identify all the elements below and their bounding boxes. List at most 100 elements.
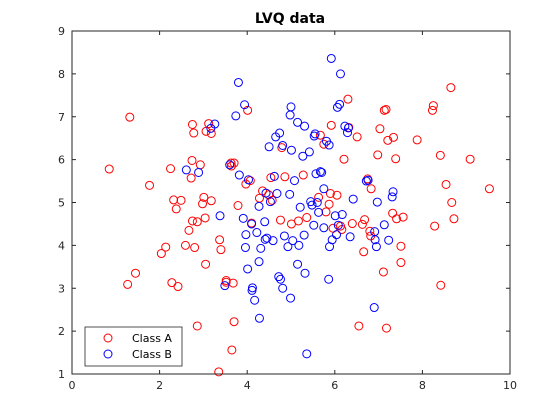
data-point-class-a [187,119,197,129]
y-tick-label: 7 [58,111,65,124]
data-point-class-a [392,214,402,224]
data-point-class-a [206,196,216,206]
data-point-class-b [314,207,324,217]
data-point-class-b [254,201,264,211]
data-point-class-b [369,303,379,313]
data-point-class-b [210,119,220,129]
data-point-class-b [298,151,308,161]
data-point-class-b [319,184,329,194]
data-point-class-b [324,274,334,284]
data-point-class-b [278,140,288,150]
data-point-class-b [310,129,320,139]
data-point-class-a [357,219,367,229]
legend-marker-class-b [103,349,113,359]
data-point-class-a [190,243,200,253]
data-point-class-b [247,219,257,229]
data-point-class-b [256,243,266,253]
legend-marker-class-a [103,333,113,343]
data-point-class-b [306,197,316,207]
data-point-class-a [226,158,236,168]
data-point-class-a [484,184,494,194]
data-point-class-a [398,212,408,222]
data-point-class-b [388,187,398,197]
data-point-class-b [335,99,345,109]
data-point-class-b [371,242,381,252]
data-point-class-a [365,226,375,236]
data-point-class-b [309,220,319,230]
data-point-class-a [352,132,362,142]
y-tick-label: 9 [58,25,65,38]
data-point-class-b [254,313,264,323]
series-class-b [181,53,398,359]
data-point-class-b [269,171,279,181]
data-point-class-b [241,230,251,240]
data-point-class-a [446,83,456,93]
data-point-class-b [384,235,394,245]
data-point-class-b [300,268,310,278]
data-point-class-a [373,150,383,160]
data-point-class-a [267,195,277,205]
data-point-class-b [283,242,293,252]
data-point-class-a [359,247,369,257]
data-point-class-a [192,321,202,331]
data-point-class-b [387,192,397,202]
data-point-class-b [234,170,244,180]
data-point-class-b [286,145,296,155]
data-point-class-b [265,197,275,207]
data-point-class-a [391,154,401,164]
data-point-class-b [379,220,389,230]
y-tick-label: 8 [58,68,65,81]
data-point-class-b [278,283,288,293]
data-point-class-b [220,281,230,291]
data-point-class-b [372,197,382,207]
data-point-class-a [298,170,308,180]
data-point-class-a [104,164,114,174]
data-point-class-a [381,104,391,114]
data-point-class-a [229,158,239,168]
data-point-class-b [295,202,305,212]
data-point-class-a [200,213,210,223]
data-point-class-b [299,230,309,240]
data-point-class-a [169,195,179,205]
data-point-class-b [275,274,285,284]
data-point-class-a [131,268,141,278]
data-point-class-a [319,139,329,149]
data-point-class-a [325,189,335,198]
data-point-class-a [180,240,190,250]
data-point-class-b [286,102,296,112]
data-point-class-b [290,176,299,186]
data-point-class-a [227,345,237,355]
data-point-class-b [343,123,353,133]
data-point-class-a [379,105,389,115]
data-point-class-a [428,101,438,111]
data-point-class-a [435,150,445,160]
data-point-class-b [332,102,342,112]
data-point-class-a [176,195,186,205]
data-point-class-b [264,142,274,152]
data-point-class-a [332,190,342,200]
data-point-class-a [381,323,391,333]
data-point-class-b [293,259,303,269]
data-point-class-b [262,233,272,243]
data-point-class-b [250,295,260,305]
data-point-class-b [243,264,253,274]
data-point-class-a [378,267,388,277]
data-point-class-b [343,128,352,138]
data-point-class-a [216,245,226,255]
data-point-class-b [274,272,284,282]
data-point-class-a [229,317,239,327]
data-point-class-a [436,280,446,290]
data-point-class-a [449,214,459,224]
data-point-class-a [243,105,253,115]
data-point-class-a [245,176,255,186]
data-point-class-a [293,216,303,226]
data-point-class-a [201,259,211,269]
data-point-class-b [319,223,329,233]
data-point-class-a [324,199,334,209]
data-point-class-b [254,257,264,267]
data-point-class-a [192,217,202,227]
data-point-class-a [171,204,181,214]
y-tick-label: 2 [58,325,65,338]
